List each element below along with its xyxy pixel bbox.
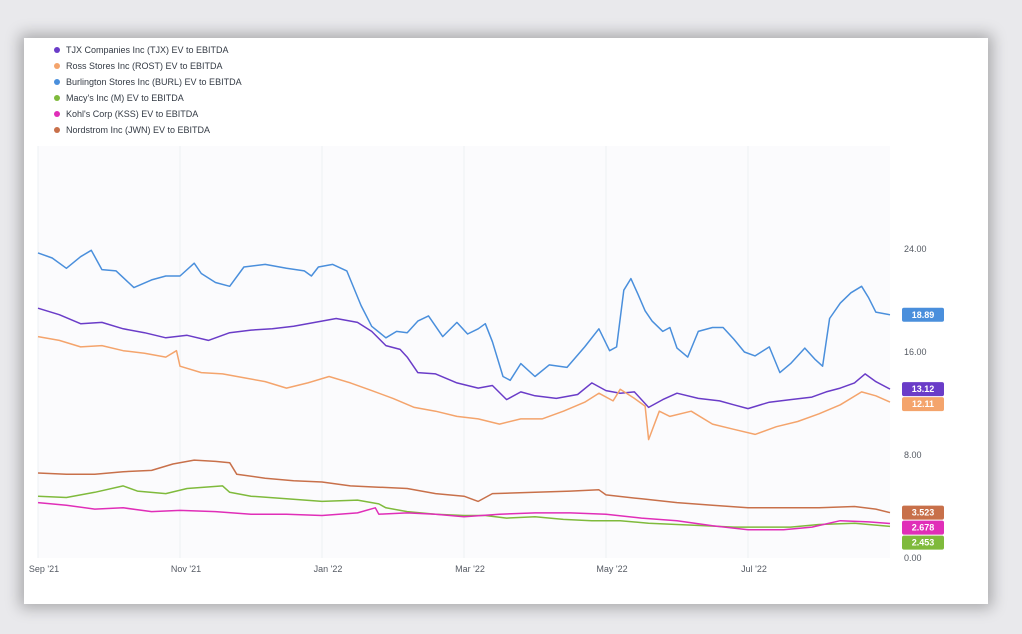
series-line-5 — [37, 459, 891, 514]
y-tick-label-0: 24.00 — [904, 244, 927, 254]
x-axis: Sep '21 Nov '21 Jan '22 Mar '22 May '22 Jul '… — [29, 564, 767, 574]
legend-marker-2 — [54, 79, 60, 85]
x-tick-label-1: Nov '21 — [171, 564, 201, 574]
x-tick-label-4: May '22 — [596, 564, 627, 574]
last-value-badge-3 — [902, 535, 944, 550]
legend-marker-3 — [54, 95, 60, 101]
last-value-label-2: 18.89 — [912, 310, 935, 320]
last-value-badges: 18.89 13.12 12.11 3.523 2.678 2.453 — [902, 307, 944, 550]
legend-marker-5 — [54, 127, 60, 133]
x-tick-label-3: Mar '22 — [455, 564, 485, 574]
last-value-badge-2 — [902, 307, 944, 322]
y-tick-label-3: 0.00 — [904, 553, 922, 563]
series-line-4 — [37, 501, 891, 531]
last-value-badge-4 — [902, 520, 944, 535]
series-line-1 — [37, 335, 891, 441]
legend-marker-4 — [54, 111, 60, 117]
last-value-badge-0 — [902, 382, 944, 397]
legend-label-0: TJX Companies Inc (TJX) EV to EBITDA — [66, 45, 229, 55]
grid — [37, 146, 890, 558]
last-value-label-0: 13.12 — [912, 384, 935, 394]
legend-marker-1 — [54, 63, 60, 69]
last-value-label-1: 12.11 — [912, 399, 934, 409]
legend-marker-0 — [54, 47, 60, 53]
legend-label-1: Ross Stores Inc (ROST) EV to EBITDA — [66, 61, 223, 71]
series-layer — [37, 249, 891, 531]
last-value-badge-1 — [902, 397, 944, 412]
legend: TJX Companies Inc (TJX) EV to EBITDA Ross… — [54, 45, 242, 135]
last-value-label-4: 2.678 — [912, 523, 935, 533]
chart-card: TJX Companies Inc (TJX) EV to EBITDA Ross… — [24, 38, 988, 604]
legend-label-3: Macy's Inc (M) EV to EBITDA — [66, 93, 184, 103]
last-value-label-3: 2.453 — [912, 538, 935, 548]
y-tick-label-1: 16.00 — [904, 347, 927, 357]
legend-label-4: Kohl's Corp (KSS) EV to EBITDA — [66, 109, 198, 119]
last-value-label-5: 3.523 — [912, 508, 935, 518]
x-tick-label-5: Jul '22 — [741, 564, 767, 574]
line-chart: TJX Companies Inc (TJX) EV to EBITDA Ross… — [29, 45, 944, 574]
last-value-badge-5 — [902, 505, 944, 520]
y-tick-label-2: 8.00 — [904, 450, 922, 460]
x-tick-label-2: Jan '22 — [314, 564, 343, 574]
y-axis: 24.00 16.00 8.00 0.00 — [904, 244, 927, 563]
series-line-0 — [37, 307, 891, 410]
legend-label-5: Nordstrom Inc (JWN) EV to EBITDA — [66, 125, 210, 135]
x-tick-label-0: Sep '21 — [29, 564, 59, 574]
series-line-2 — [37, 249, 891, 382]
legend-label-2: Burlington Stores Inc (BURL) EV to EBITD… — [66, 77, 242, 87]
